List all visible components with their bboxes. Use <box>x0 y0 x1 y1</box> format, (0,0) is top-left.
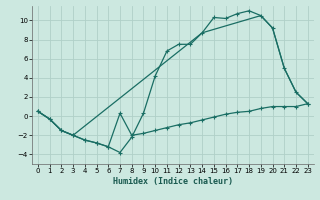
X-axis label: Humidex (Indice chaleur): Humidex (Indice chaleur) <box>113 177 233 186</box>
